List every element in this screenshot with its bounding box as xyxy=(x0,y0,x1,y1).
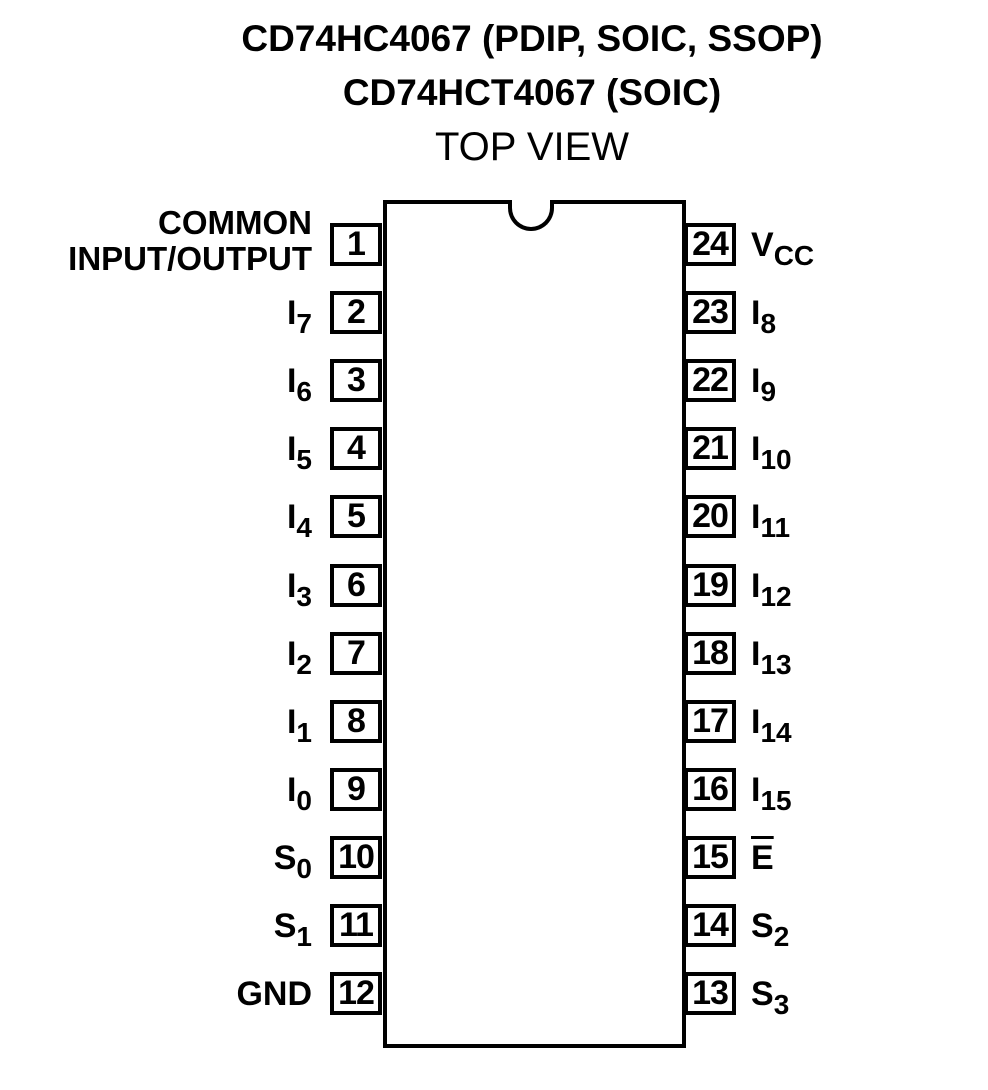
pin-11-box: 11 xyxy=(330,904,382,947)
pin-18-label-subscript: 13 xyxy=(760,649,792,680)
pin-2-label: I7 xyxy=(286,293,312,338)
pin-10-label: S0 xyxy=(273,838,312,883)
pin-12-label: GND xyxy=(236,974,312,1014)
pin-24-label: VCC xyxy=(751,225,814,270)
pin-5-box: 5 xyxy=(330,495,382,538)
pin-6-label: I3 xyxy=(286,566,312,611)
pin-21-label-base: I xyxy=(751,430,761,468)
pin-8-box: 8 xyxy=(330,700,382,743)
pin-4-box: 4 xyxy=(330,427,382,470)
pin-11-label-base: S xyxy=(273,907,297,945)
pin-15-label-base: E xyxy=(751,839,774,877)
pin-5-label: I4 xyxy=(286,497,312,542)
pin-2-label-base: I xyxy=(286,294,297,332)
pin-8-label: I1 xyxy=(286,702,312,747)
title-view: TOP VIEW xyxy=(434,125,630,169)
pin-12-box: 12 xyxy=(330,972,382,1015)
pin-5-label-base: I xyxy=(286,498,297,536)
pin-1-label-line: INPUT/OUTPUT xyxy=(68,240,312,277)
pin-7-label-base: I xyxy=(286,635,297,673)
pin-14-label-base: S xyxy=(751,907,774,945)
pin-4-label-base: I xyxy=(286,430,297,468)
pin-18-box: 18 xyxy=(684,632,736,675)
pin-13-box: 13 xyxy=(684,972,736,1015)
pin-22-box: 22 xyxy=(684,359,736,402)
pin-12-label-base: GND xyxy=(236,975,312,1013)
pin-11-label-subscript: 1 xyxy=(296,921,312,952)
pin-17-label-subscript: 14 xyxy=(760,717,792,748)
pin-20-label-base: I xyxy=(751,498,761,536)
title-part-numbers: CD74HC4067 (PDIP, SOIC, SSOP) xyxy=(241,18,823,59)
pin-13-label-subscript: 3 xyxy=(773,989,790,1020)
pin-8-label-subscript: 1 xyxy=(296,717,312,748)
pin-14-label-subscript: 2 xyxy=(773,921,790,952)
pin-22-label-subscript: 9 xyxy=(760,376,777,407)
pin-6-box: 6 xyxy=(330,564,382,607)
pin-16-label-base: I xyxy=(751,771,761,809)
pin-10-label-subscript: 0 xyxy=(296,853,312,884)
pin-19-label-subscript: 12 xyxy=(760,581,792,612)
pin-17-box: 17 xyxy=(684,700,736,743)
pin-20-box: 20 xyxy=(684,495,736,538)
pin-21-label-subscript: 10 xyxy=(760,444,792,475)
title-hct-part: CD74HCT4067 (SOIC) xyxy=(342,72,722,113)
pin-7-label: I2 xyxy=(286,634,312,679)
pin-10-box: 10 xyxy=(330,836,382,879)
pin-3-box: 3 xyxy=(330,359,382,402)
pin-16-label: I15 xyxy=(751,770,792,815)
pin-9-label-subscript: 0 xyxy=(296,785,312,816)
pin-16-label-subscript: 15 xyxy=(760,785,792,816)
pin-11-label: S1 xyxy=(273,906,312,951)
pin-15-box: 15 xyxy=(684,836,736,879)
pin-1-label: COMMON INPUT/OUTPUT xyxy=(68,205,312,277)
pin-18-label-base: I xyxy=(751,635,761,673)
pin-20-label: I11 xyxy=(751,497,790,542)
pin-3-label: I6 xyxy=(286,361,312,406)
pin-6-label-subscript: 3 xyxy=(296,581,312,612)
pin-23-label: I8 xyxy=(751,293,776,338)
pin-8-label-base: I xyxy=(286,703,297,741)
pin-21-label: I10 xyxy=(751,429,792,474)
pin-23-label-subscript: 8 xyxy=(760,308,777,339)
pin-3-label-subscript: 6 xyxy=(296,376,312,407)
pin-10-label-base: S xyxy=(273,839,297,877)
pin-16-box: 16 xyxy=(684,768,736,811)
pin-4-label-subscript: 5 xyxy=(296,444,312,475)
pin-9-label-base: I xyxy=(286,771,297,809)
pin-1-box: 1 xyxy=(330,223,382,266)
pin-20-label-subscript: 11 xyxy=(760,512,791,543)
pin-22-label-base: I xyxy=(751,362,761,400)
pin-19-box: 19 xyxy=(684,564,736,607)
pin-19-label-base: I xyxy=(751,567,761,605)
pin-17-label-base: I xyxy=(751,703,761,741)
pin1-notch xyxy=(508,200,554,231)
pin-13-label-base: S xyxy=(751,975,774,1013)
pin-22-label: I9 xyxy=(751,361,776,406)
pin-9-box: 9 xyxy=(330,768,382,811)
pin-14-label: S2 xyxy=(751,906,789,951)
pin-23-label-base: I xyxy=(751,294,761,332)
pin-5-label-subscript: 4 xyxy=(296,512,312,543)
pin-1-label-line: COMMON xyxy=(158,204,312,241)
pin-3-label-base: I xyxy=(286,362,297,400)
pin-18-label: I13 xyxy=(751,634,792,679)
pin-15-label: E xyxy=(751,838,774,878)
pin-24-label-base: V xyxy=(751,226,774,264)
pin-6-label-base: I xyxy=(286,567,297,605)
pin-24-label-subscript: CC xyxy=(773,240,815,271)
pin-14-box: 14 xyxy=(684,904,736,947)
pin-2-label-subscript: 7 xyxy=(296,308,312,339)
pin-4-label: I5 xyxy=(286,429,312,474)
pin-21-box: 21 xyxy=(684,427,736,470)
pin-7-box: 7 xyxy=(330,632,382,675)
pin-2-box: 2 xyxy=(330,291,382,334)
pin-7-label-subscript: 2 xyxy=(296,649,312,680)
pin-24-box: 24 xyxy=(684,223,736,266)
pin-17-label: I14 xyxy=(751,702,792,747)
pin-19-label: I12 xyxy=(751,566,792,611)
pin-23-box: 23 xyxy=(684,291,736,334)
pin-13-label: S3 xyxy=(751,974,789,1019)
ic-package-body xyxy=(383,200,686,1048)
pin-9-label: I0 xyxy=(286,770,312,815)
